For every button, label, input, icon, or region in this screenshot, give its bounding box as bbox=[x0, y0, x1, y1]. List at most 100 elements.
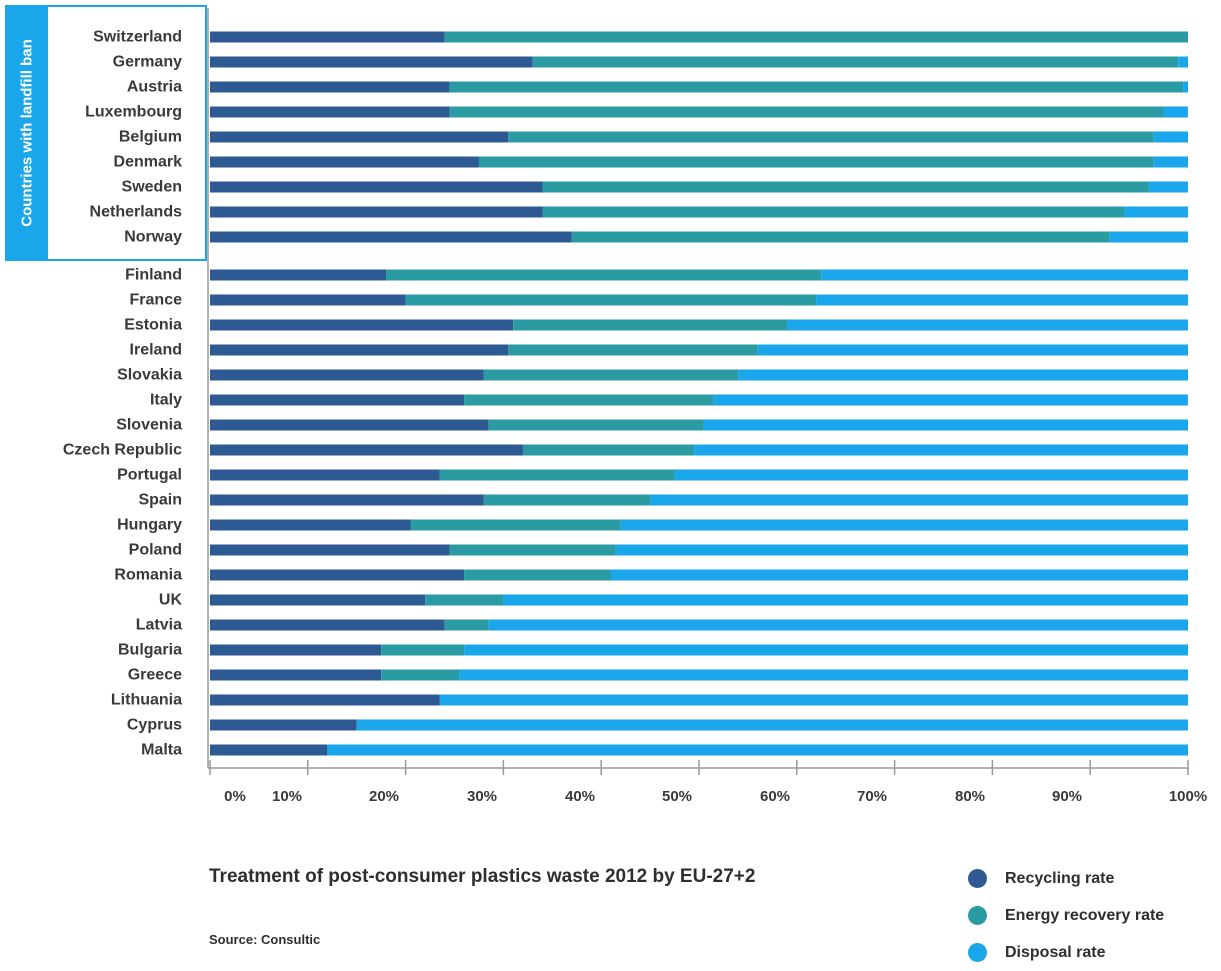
bar-uk-energy-recovery-rate bbox=[425, 594, 504, 606]
bar-portugal-recycling-rate bbox=[210, 469, 440, 481]
chart-source: Source: Consultic bbox=[209, 932, 321, 947]
bar-malta-recycling-rate bbox=[210, 744, 328, 756]
category-label-uk: UK bbox=[159, 592, 183, 609]
bar-sweden-recycling-rate bbox=[210, 181, 543, 193]
legend-item-recycling: Recycling rate bbox=[968, 860, 1164, 897]
bar-slovenia-energy-recovery-rate bbox=[488, 419, 704, 431]
bar-spain-energy-recovery-rate bbox=[483, 494, 651, 506]
bar-italy-energy-recovery-rate bbox=[464, 394, 714, 406]
bar-bulgaria-disposal-rate bbox=[464, 644, 1188, 656]
category-label-estonia: Estonia bbox=[124, 317, 182, 334]
stacked-bar-chart: Countries with landfill ban Switzerland G… bbox=[5, 5, 1207, 805]
bar-lithuania-recycling-rate bbox=[210, 694, 440, 706]
bar-germany-recycling-rate bbox=[210, 56, 533, 68]
legend: Recycling rate Energy recovery rate Disp… bbox=[968, 860, 1164, 971]
bar-latvia-energy-recovery-rate bbox=[444, 619, 489, 631]
bar-ireland-recycling-rate bbox=[210, 344, 509, 356]
bar-spain-recycling-rate bbox=[210, 494, 484, 506]
bar-finland-disposal-rate bbox=[821, 269, 1188, 281]
category-label-poland: Poland bbox=[129, 542, 182, 559]
legend-label-recycling: Recycling rate bbox=[1005, 869, 1115, 887]
country-labels: Switzerland Germany Austria Luxembourg Belgi… bbox=[63, 29, 183, 759]
bar-uk-recycling-rate bbox=[210, 594, 426, 606]
bar-slovenia-disposal-rate bbox=[703, 419, 1188, 431]
bar-netherlands-recycling-rate bbox=[210, 206, 543, 218]
bar-spain-disposal-rate bbox=[650, 494, 1188, 506]
bar-switzerland-energy-recovery-rate bbox=[444, 31, 1189, 43]
category-label-hungary: Hungary bbox=[117, 517, 182, 534]
bar-belgium-disposal-rate bbox=[1153, 131, 1188, 143]
bar-portugal-disposal-rate bbox=[674, 469, 1188, 481]
bar-denmark-disposal-rate bbox=[1153, 156, 1188, 168]
bar-slovakia-disposal-rate bbox=[738, 369, 1188, 381]
bar-austria-recycling-rate bbox=[210, 81, 450, 93]
x-tick-label-40: 40% bbox=[565, 788, 595, 805]
bar-poland-disposal-rate bbox=[615, 544, 1188, 556]
x-tick-label-30: 30% bbox=[467, 788, 497, 805]
bar-luxembourg-recycling-rate bbox=[210, 106, 450, 118]
category-label-cyprus: Cyprus bbox=[127, 717, 182, 734]
category-label-sweden: Sweden bbox=[122, 179, 182, 196]
category-label-italy: Italy bbox=[150, 392, 182, 409]
category-label-portugal: Portugal bbox=[117, 467, 182, 484]
bar-denmark-recycling-rate bbox=[210, 156, 479, 168]
bar-hungary-energy-recovery-rate bbox=[410, 519, 621, 531]
bar-bulgaria-energy-recovery-rate bbox=[381, 644, 465, 656]
bar-norway-energy-recovery-rate bbox=[571, 231, 1110, 243]
bar-ireland-energy-recovery-rate bbox=[508, 344, 758, 356]
bar-cyprus-disposal-rate bbox=[356, 719, 1188, 731]
legend-label-disposal: Disposal rate bbox=[1005, 943, 1106, 961]
category-label-finland: Finland bbox=[125, 267, 182, 284]
bar-bulgaria-recycling-rate bbox=[210, 644, 382, 656]
bar-poland-recycling-rate bbox=[210, 544, 450, 556]
category-label-malta: Malta bbox=[141, 742, 182, 759]
bar-germany-disposal-rate bbox=[1178, 56, 1188, 68]
bar-slovakia-energy-recovery-rate bbox=[483, 369, 739, 381]
bar-greece-energy-recovery-rate bbox=[381, 669, 460, 681]
x-tick-label-0: 0% bbox=[224, 788, 246, 805]
category-label-netherlands: Netherlands bbox=[90, 204, 183, 221]
bar-latvia-recycling-rate bbox=[210, 619, 445, 631]
legend-label-energy-recovery: Energy recovery rate bbox=[1005, 906, 1165, 924]
bar-switzerland-recycling-rate bbox=[210, 31, 445, 43]
bar-sweden-disposal-rate bbox=[1148, 181, 1188, 193]
category-label-france: France bbox=[130, 292, 183, 309]
landfill-ban-band bbox=[6, 6, 48, 260]
bar-austria-energy-recovery-rate bbox=[449, 81, 1184, 93]
bar-italy-recycling-rate bbox=[210, 394, 465, 406]
bar-luxembourg-energy-recovery-rate bbox=[449, 106, 1164, 118]
bar-germany-energy-recovery-rate bbox=[532, 56, 1179, 68]
bar-latvia-disposal-rate bbox=[488, 619, 1189, 631]
bar-france-energy-recovery-rate bbox=[405, 294, 817, 306]
category-label-slovenia: Slovenia bbox=[116, 417, 182, 434]
bar-italy-disposal-rate bbox=[713, 394, 1188, 406]
bar-netherlands-energy-recovery-rate bbox=[542, 206, 1125, 218]
bar-france-disposal-rate bbox=[816, 294, 1188, 306]
landfill-ban-label: Countries with landfill ban bbox=[19, 39, 36, 227]
bar-slovakia-recycling-rate bbox=[210, 369, 484, 381]
bar-czech-republic-energy-recovery-rate bbox=[522, 444, 695, 456]
category-label-norway: Norway bbox=[124, 229, 182, 246]
bar-uk-disposal-rate bbox=[503, 594, 1188, 606]
x-tick-label-100: 100% bbox=[1169, 788, 1207, 805]
category-label-denmark: Denmark bbox=[114, 154, 183, 171]
bar-slovenia-recycling-rate bbox=[210, 419, 489, 431]
x-tick-label-50: 50% bbox=[662, 788, 692, 805]
x-tick-label-20: 20% bbox=[369, 788, 399, 805]
bar-belgium-recycling-rate bbox=[210, 131, 509, 143]
bar-finland-recycling-rate bbox=[210, 269, 387, 281]
category-label-romania: Romania bbox=[114, 567, 182, 584]
bar-norway-recycling-rate bbox=[210, 231, 572, 243]
category-label-germany: Germany bbox=[113, 54, 182, 71]
category-label-czech-republic: Czech Republic bbox=[63, 442, 182, 459]
x-tick-label-90: 90% bbox=[1052, 788, 1082, 805]
bar-romania-disposal-rate bbox=[610, 569, 1188, 581]
bar-hungary-recycling-rate bbox=[210, 519, 411, 531]
bar-cyprus-recycling-rate bbox=[210, 719, 357, 731]
bar-greece-disposal-rate bbox=[459, 669, 1188, 681]
bars bbox=[210, 31, 1189, 756]
category-label-lithuania: Lithuania bbox=[111, 692, 182, 709]
bar-portugal-energy-recovery-rate bbox=[439, 469, 675, 481]
bar-france-recycling-rate bbox=[210, 294, 406, 306]
bar-romania-recycling-rate bbox=[210, 569, 465, 581]
